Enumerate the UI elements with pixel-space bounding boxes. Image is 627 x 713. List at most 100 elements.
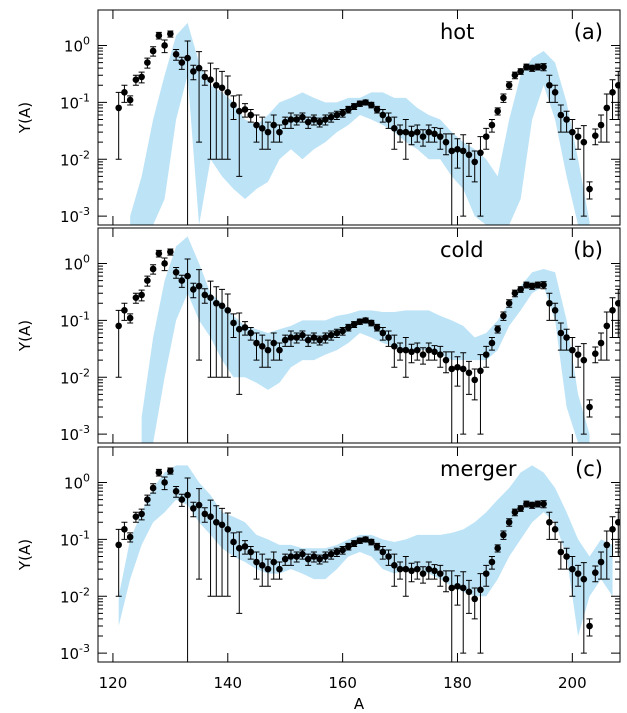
data-point <box>368 101 375 109</box>
data-point <box>149 47 157 55</box>
y-tick-base: 10 <box>60 94 79 112</box>
error-bar <box>264 121 271 150</box>
data-point <box>126 533 134 541</box>
error-bar <box>115 528 122 597</box>
data-point <box>500 531 507 539</box>
data-point <box>597 121 605 129</box>
data-point <box>190 68 197 75</box>
error-bar <box>454 575 461 606</box>
data-point <box>230 101 237 109</box>
data-point <box>339 546 346 554</box>
error-bar <box>391 553 398 587</box>
error-bar <box>465 360 472 395</box>
data-point <box>459 147 467 155</box>
data-point <box>138 73 145 81</box>
y-tick-label: 100 <box>64 252 90 273</box>
data-point <box>161 260 168 267</box>
data-point <box>431 348 438 356</box>
data-point <box>563 553 570 560</box>
data-point <box>247 548 255 556</box>
error-bar <box>609 79 616 121</box>
data-point <box>212 299 220 307</box>
y-tick-exponent: -2 <box>79 366 90 379</box>
data-point <box>132 76 140 84</box>
data-point <box>534 63 542 71</box>
data-point <box>253 558 260 566</box>
error-bar <box>471 587 478 620</box>
data-point <box>523 500 530 508</box>
data-point <box>500 312 507 320</box>
y-tick-label: 100 <box>64 34 90 55</box>
error-bar <box>465 579 472 614</box>
data-point <box>235 544 243 552</box>
data-point <box>580 356 588 364</box>
data-point <box>299 550 306 558</box>
error-bar <box>454 138 461 169</box>
error-bar <box>546 292 553 321</box>
data-point <box>316 555 323 563</box>
data-point <box>218 302 226 310</box>
data-point <box>391 343 398 350</box>
data-point <box>436 133 444 140</box>
data-point <box>597 339 605 347</box>
y-tick-label: 10-3 <box>60 423 90 444</box>
data-point <box>350 321 358 328</box>
data-point <box>546 299 553 307</box>
error-bar <box>603 93 610 143</box>
data-point <box>184 491 191 499</box>
data-point <box>368 319 375 327</box>
error-bar <box>603 311 610 361</box>
y-tick-exponent: -2 <box>79 148 90 161</box>
data-point <box>396 565 404 573</box>
data-point <box>385 116 392 123</box>
data-point <box>172 487 180 495</box>
data-point <box>293 553 300 560</box>
data-point <box>603 104 611 112</box>
y-tick-base: 10 <box>60 312 79 330</box>
data-point <box>253 121 260 129</box>
data-point <box>144 277 151 284</box>
data-point <box>293 116 300 123</box>
error-bar <box>557 541 564 570</box>
data-point <box>557 548 565 556</box>
data-point <box>586 403 593 411</box>
data-point <box>178 277 186 284</box>
error-bar <box>546 511 553 540</box>
data-point <box>356 537 364 544</box>
error-bar <box>598 332 605 361</box>
data-point <box>167 248 174 256</box>
data-point <box>477 586 484 594</box>
data-point <box>304 118 312 126</box>
data-point <box>551 307 559 314</box>
data-point <box>121 526 128 533</box>
data-point <box>258 562 266 569</box>
data-point <box>195 501 203 509</box>
data-point <box>511 508 519 516</box>
data-point <box>339 327 346 335</box>
data-point <box>322 334 329 341</box>
data-point <box>442 575 450 583</box>
data-point <box>574 570 582 577</box>
data-point <box>247 329 255 337</box>
data-point <box>195 282 203 290</box>
data-point <box>356 318 364 325</box>
y-tick-label: 10-2 <box>60 366 90 387</box>
y-tick-base: 10 <box>60 369 79 387</box>
data-point <box>442 356 450 364</box>
data-point <box>287 334 295 341</box>
data-point <box>115 322 122 330</box>
data-point <box>523 281 530 289</box>
data-point <box>431 567 438 575</box>
data-point <box>563 334 570 341</box>
data-point <box>592 569 599 576</box>
data-point <box>144 496 151 503</box>
data-point <box>373 543 381 550</box>
y-tick-exponent: -1 <box>79 309 90 322</box>
data-point <box>523 63 530 71</box>
error-bar <box>477 354 484 435</box>
data-point <box>592 132 599 139</box>
x-tick-label: 200 <box>558 674 587 692</box>
data-point <box>586 185 593 193</box>
data-point <box>167 30 174 38</box>
data-point <box>264 128 272 136</box>
